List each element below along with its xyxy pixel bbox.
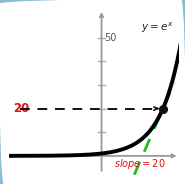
Text: 50: 50 bbox=[105, 33, 117, 43]
Text: 20: 20 bbox=[13, 102, 30, 115]
Point bbox=[162, 107, 164, 110]
Text: $slope = 20$: $slope = 20$ bbox=[114, 157, 165, 171]
Text: $y = e^x$: $y = e^x$ bbox=[141, 21, 173, 36]
